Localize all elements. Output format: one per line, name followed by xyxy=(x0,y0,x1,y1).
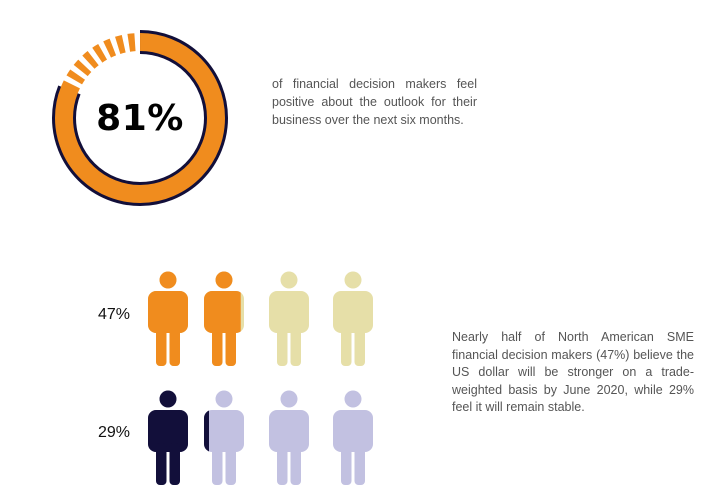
person-icon xyxy=(333,271,373,366)
person-icon xyxy=(269,390,309,485)
person-icon xyxy=(204,390,244,485)
person-icon-filled xyxy=(148,390,188,485)
pictogram-row-label: 47% xyxy=(98,306,131,323)
donut-caption: of financial decision makers feel positi… xyxy=(272,77,477,127)
pictogram-caption: Nearly half of North American SME financ… xyxy=(452,330,694,414)
person-icon-filled xyxy=(148,271,188,366)
donut-chart xyxy=(52,30,228,206)
donut-value-label: 81% xyxy=(96,98,184,139)
donut-segment-remainder xyxy=(55,33,225,203)
person-icon xyxy=(204,271,244,366)
pictogram-row-label: 29% xyxy=(98,424,131,441)
person-icon xyxy=(148,390,188,485)
person-icon xyxy=(269,271,309,366)
person-icon-filled xyxy=(204,410,210,452)
person-icon xyxy=(333,390,373,485)
person-icon xyxy=(148,271,188,366)
person-icon-filled xyxy=(204,271,241,366)
